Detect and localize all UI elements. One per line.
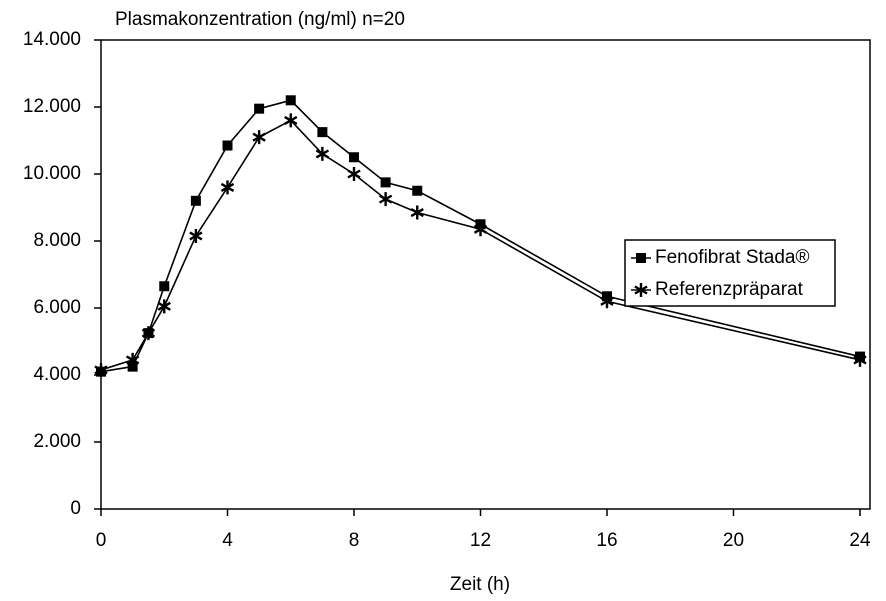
legend-marker: [636, 253, 646, 263]
y-tick-label: 12.000: [23, 96, 81, 117]
x-tick-label: 4: [222, 530, 233, 551]
data-point: [853, 352, 867, 367]
data-point: [349, 152, 359, 163]
data-point: [222, 140, 233, 151]
x-tick-label: 0: [96, 530, 107, 551]
data-point: [159, 281, 170, 292]
legend-label: Referenzpräparat: [655, 279, 804, 300]
y-tick-label: 8.000: [33, 230, 81, 251]
data-point: [285, 95, 296, 106]
y-tick-label: 0: [70, 498, 81, 519]
data-point: [473, 222, 488, 237]
x-tick-label: 8: [349, 530, 360, 551]
data-point: [189, 228, 203, 243]
data-point: [317, 127, 328, 138]
x-tick-label: 12: [470, 530, 491, 551]
data-point: [412, 185, 423, 196]
x-tick-label: 24: [849, 530, 871, 551]
data-point: [410, 205, 424, 220]
data-point: [254, 103, 265, 114]
data-point: [125, 352, 140, 367]
data-point: [378, 192, 393, 207]
legend-label: Fenofibrat Stada®: [655, 247, 809, 268]
plot-frame: [100, 39, 871, 510]
x-axis-label: Zeit (h): [450, 574, 510, 595]
y-tick-label: 6.000: [33, 297, 81, 318]
y-tick-label: 4.000: [33, 364, 81, 385]
y-tick-label: 2.000: [33, 431, 81, 452]
x-tick-label: 20: [723, 530, 744, 551]
data-point: [380, 177, 391, 188]
data-point: [141, 326, 156, 341]
data-point: [600, 294, 614, 309]
legend-box: [624, 239, 836, 307]
data-point: [347, 167, 361, 181]
data-point: [220, 180, 235, 195]
x-tick-label: 16: [596, 530, 617, 551]
data-point: [284, 113, 298, 128]
y-tick-label: 14.000: [23, 29, 81, 50]
chart-title: Plasmakonzentration (ng/ml) n=20: [115, 9, 405, 30]
data-point: [190, 195, 201, 206]
y-tick-label: 10.000: [23, 163, 81, 184]
legend-marker: [634, 283, 648, 297]
data-point: [94, 362, 108, 377]
data-point: [252, 130, 266, 145]
data-point: [157, 299, 171, 314]
data-point: [315, 146, 330, 161]
